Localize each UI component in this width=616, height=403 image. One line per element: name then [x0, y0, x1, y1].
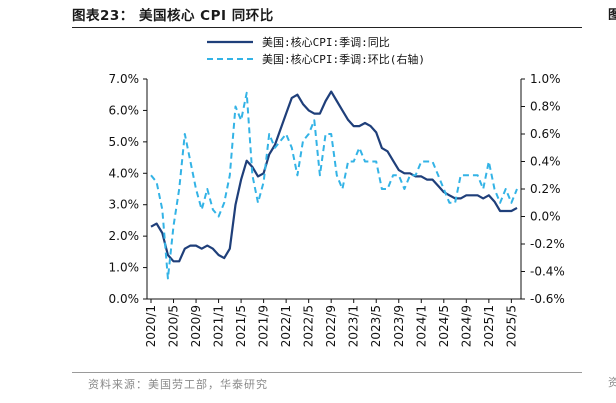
x-tick-label: 2023/9	[392, 305, 406, 347]
left-tick-label: 5.0%	[109, 135, 140, 149]
right-tick-label: 0.6%	[530, 127, 561, 141]
source-rule	[72, 372, 582, 373]
adjacent-source-stub: 资	[608, 376, 616, 388]
x-tick-label: 2020/1	[144, 305, 158, 347]
right-tick-label: -0.4%	[530, 265, 565, 279]
series-layer	[150, 90, 518, 280]
x-tick-label: 2021/5	[234, 305, 248, 347]
x-tick-label: 2024/9	[459, 305, 473, 347]
right-tick-label: 0.2%	[530, 182, 561, 196]
left-tick-label: 0.0%	[109, 292, 140, 306]
x-tick-label: 2021/1	[212, 305, 226, 347]
left-tick-label: 2.0%	[109, 229, 140, 243]
x-tick-label: 2020/9	[189, 305, 203, 347]
x-tick-label: 2024/5	[437, 305, 451, 347]
x-tick-label: 2021/9	[257, 305, 271, 347]
left-tick-label: 6.0%	[109, 103, 140, 117]
left-tick-label: 4.0%	[109, 166, 140, 180]
right-tick-label: 0.8%	[530, 100, 561, 114]
x-tick-label: 2023/5	[369, 305, 383, 347]
right-tick-label: 1.0%	[530, 72, 561, 86]
left-tick-label: 1.0%	[109, 261, 140, 275]
axes: 0.0% 1.0% 2.0% 3.0% 4.0% 5.0% 6.0% 7.0% -0.6% -0.…	[109, 72, 565, 347]
figure-title: 图表23： 美国核心 CPI 同环比	[72, 8, 274, 24]
right-tick-label: -0.6%	[530, 292, 565, 306]
x-tick-label: 2024/1	[414, 305, 428, 347]
legend-label: 美国:核心CPI:季调:同比	[262, 35, 390, 49]
adjacent-figure-title-stub: 图	[608, 8, 616, 20]
left-tick-label: 7.0%	[109, 72, 140, 86]
x-tick-label: 2025/5	[504, 305, 518, 347]
series-line-mom	[150, 91, 518, 280]
series-line-yoy	[150, 90, 518, 263]
x-tick-label: 2022/1	[279, 305, 293, 347]
title-rule	[72, 27, 582, 28]
legend-label: 美国:核心CPI:季调:环比(右轴)	[262, 52, 425, 66]
right-tick-label: 0.0%	[530, 210, 561, 224]
x-tick-label: 2020/5	[167, 305, 181, 347]
x-tick-label: 2023/1	[347, 305, 361, 347]
x-tick-label: 2022/9	[324, 305, 338, 347]
right-tick-label: 0.4%	[530, 155, 561, 169]
right-tick-label: -0.2%	[530, 237, 565, 251]
x-tick-label: 2022/5	[302, 305, 316, 347]
x-tick-label: 2025/1	[482, 305, 496, 347]
source-note: 资料来源：美国劳工部，华泰研究	[88, 378, 268, 391]
left-tick-label: 3.0%	[109, 198, 140, 212]
